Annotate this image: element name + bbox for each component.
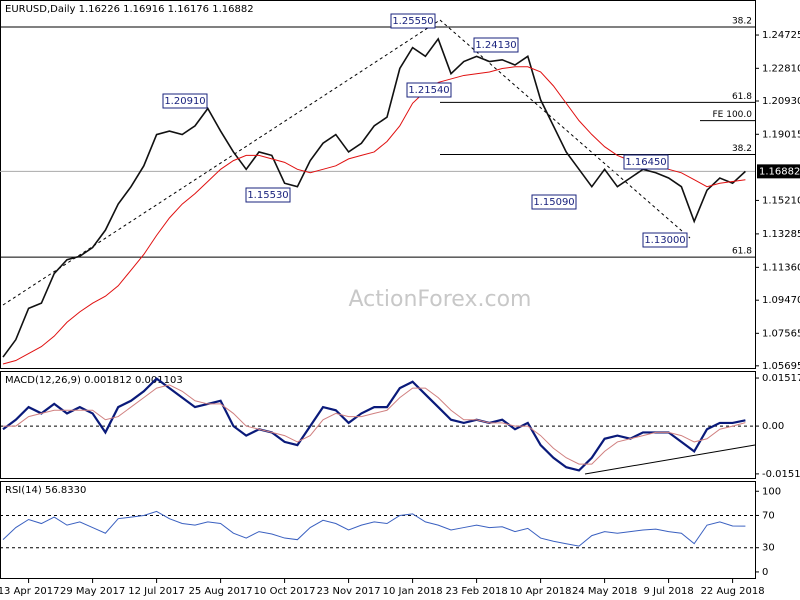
annotation: 1.25550 — [392, 16, 433, 27]
annotation: 1.13000 — [644, 235, 685, 246]
trendline — [439, 19, 691, 239]
y-tick-label: 1.13285 — [762, 229, 800, 240]
y-tick-label: 1.05695 — [762, 361, 800, 372]
y-tick-label: 100 — [762, 486, 781, 497]
annotation-box — [473, 37, 519, 53]
annotation: 1.15530 — [247, 190, 288, 201]
series-line — [2, 510, 746, 547]
y-tick-label: 1.15210 — [762, 195, 800, 206]
y-tick-label: -0.015103 — [762, 469, 800, 480]
annotation-box — [390, 13, 436, 29]
series-line — [2, 66, 746, 365]
x-tick-label: 10 Jan 2018 — [383, 586, 443, 597]
y-tick-label: 1.24725 — [762, 30, 800, 41]
x-tick-label: 9 Jul 2018 — [643, 586, 693, 597]
last-price-box — [757, 164, 800, 179]
annotation-box — [245, 187, 291, 203]
series-line — [3, 384, 746, 465]
y-tick-label: 1.11360 — [762, 262, 800, 273]
x-tick-label: 25 Aug 2017 — [189, 586, 253, 597]
x-tick-label: 23 Nov 2017 — [317, 586, 381, 597]
rsi-title: RSI(14) 56.8330 — [5, 485, 86, 496]
x-tick-label: 24 May 2018 — [572, 586, 637, 597]
x-tick-label: 10 Apr 2018 — [510, 586, 572, 597]
y-tick-label: 0 — [762, 567, 768, 578]
x-tick-label: 29 May 2017 — [60, 586, 125, 597]
x-tick-label: 22 Aug 2018 — [701, 586, 765, 597]
annotation-box — [406, 82, 452, 98]
rsi-panel — [0, 481, 756, 579]
annotation-box — [642, 232, 688, 248]
y-tick-label: 70 — [762, 510, 775, 521]
annotation: 1.24130 — [475, 40, 516, 51]
fib-label: 38.2 — [732, 144, 752, 154]
last-price-label: 1.16882 — [759, 166, 800, 177]
x-tick-label: 10 Oct 2017 — [254, 586, 316, 597]
annotation-box — [162, 93, 208, 109]
y-tick-label: 0.015176 — [762, 373, 800, 384]
price-panel — [0, 0, 756, 369]
fib-label: 61.8 — [732, 92, 752, 102]
fib-label: FE 100.0 — [713, 110, 753, 120]
y-tick-label: 1.09470 — [762, 295, 800, 306]
series-line — [2, 377, 746, 472]
fib-label: 38.2 — [732, 16, 752, 26]
x-tick-label: 13 Apr 2017 — [0, 586, 60, 597]
y-tick-label: 1.20930 — [762, 96, 800, 107]
macd-title: MACD(12,26,9) 0.001812 0.001103 — [5, 375, 183, 386]
y-tick-label: 1.19015 — [762, 129, 800, 140]
annotation: 1.16450 — [625, 157, 666, 168]
y-tick-label: 1.22810 — [762, 63, 800, 74]
x-tick-label: 12 Jul 2017 — [128, 586, 185, 597]
chart-title: EURUSD,Daily 1.16226 1.16916 1.16176 1.1… — [5, 4, 254, 15]
annotation: 1.21540 — [408, 85, 449, 96]
annotation: 1.15090 — [533, 197, 574, 208]
watermark: ActionForex.com — [349, 287, 532, 312]
series-line — [2, 37, 746, 358]
macd-trendline — [584, 444, 756, 475]
y-tick-label: 0.00 — [762, 421, 784, 432]
macd-panel — [0, 371, 756, 479]
annotation-box — [623, 154, 669, 170]
y-tick-label: 30 — [762, 543, 775, 554]
annotation: 1.20910 — [164, 96, 205, 107]
x-tick-label: 23 Feb 2018 — [445, 586, 507, 597]
fib-label: 61.8 — [732, 247, 752, 257]
annotation-box — [531, 194, 577, 210]
y-tick-label: 1.07565 — [762, 328, 800, 339]
